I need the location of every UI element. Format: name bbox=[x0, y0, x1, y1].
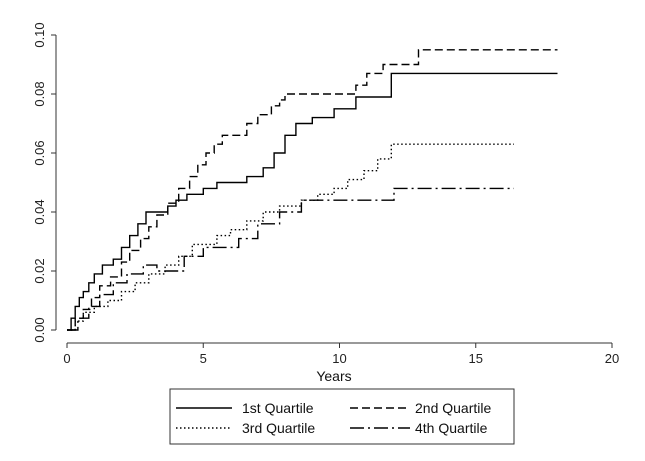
series-line-3rd-quartile bbox=[67, 143, 514, 331]
x-tick-label: 10 bbox=[332, 351, 346, 366]
series-line-1st-quartile bbox=[67, 72, 558, 331]
series-layer bbox=[67, 49, 558, 331]
x-tick-label: 15 bbox=[469, 351, 483, 366]
x-axis-label: Years bbox=[316, 368, 351, 384]
y-tick-label: 0.08 bbox=[32, 81, 47, 106]
y-tick-label: 0.04 bbox=[32, 199, 47, 224]
legend: 1st Quartile 2nd Quartile 3rd Quartile 4… bbox=[169, 388, 515, 445]
series-line-4th-quartile bbox=[67, 187, 514, 331]
y-tick-label: 0.06 bbox=[32, 140, 47, 165]
plot-axes: 0.00 0.02 0.04 0.06 0.08 0.10 0 5 10 15 20 bbox=[32, 22, 619, 366]
x-tick-label: 5 bbox=[200, 351, 207, 366]
x-tick-label: 0 bbox=[63, 351, 70, 366]
series-line-2nd-quartile bbox=[67, 49, 558, 331]
legend-box bbox=[169, 388, 515, 445]
legend-label-3rd-quartile: 3rd Quartile bbox=[242, 420, 315, 436]
x-tick-label: 20 bbox=[605, 351, 619, 366]
legend-label-1st-quartile: 1st Quartile bbox=[242, 400, 314, 416]
y-tick-label: 0.02 bbox=[32, 258, 47, 283]
legend-label-2nd-quartile: 2nd Quartile bbox=[415, 400, 491, 416]
y-tick-label: 0.00 bbox=[32, 317, 47, 342]
legend-label-4th-quartile: 4th Quartile bbox=[415, 420, 488, 436]
y-tick-label: 0.10 bbox=[32, 22, 47, 47]
